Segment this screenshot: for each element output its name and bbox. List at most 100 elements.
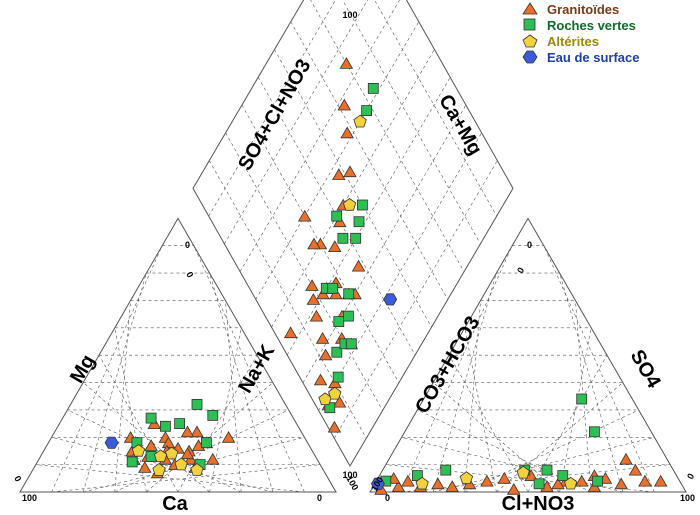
anion-point-granitoides [401, 474, 415, 487]
anion-point-granitoides [614, 477, 628, 490]
diamond-gridline [257, 77, 416, 356]
diamond-point-roches-vertes [342, 310, 354, 322]
cation-triangle-gridline [83, 382, 210, 493]
diamond-point-roches-vertes [353, 216, 365, 228]
cation-triangle-gridline [209, 272, 274, 493]
diamond-point-granitoides [343, 165, 357, 178]
cation-point-alterites [174, 457, 188, 471]
diamond-gridline [342, 0, 481, 245]
anion-triangle-gridline [496, 382, 623, 493]
cation-point-alterites [190, 463, 204, 476]
cation-point-granitoides [221, 430, 236, 443]
cation-tick-bottom-right: 0 [317, 493, 322, 503]
cation-point-alterites [131, 444, 146, 457]
legend-label-alterites: Altérites [547, 34, 599, 49]
cation-triangle-gridline [83, 436, 305, 493]
diamond-point-roches-vertes [345, 338, 357, 350]
cation-triangle-gridline [146, 382, 273, 493]
cation-triangle-gridline [51, 245, 163, 493]
diamond-gridline [225, 132, 383, 411]
anion-point-eau-de-surface [370, 477, 385, 490]
legend-item-alterites: Altérites [522, 34, 599, 49]
anion-tick-bottom-left: 0 [385, 493, 390, 503]
cation-point-roches-vertes [145, 450, 157, 462]
diamond-point-roches-vertes [350, 232, 362, 244]
diamond-gridline [274, 49, 432, 328]
mark-layer [104, 57, 668, 495]
anion-point-alterites [516, 465, 530, 479]
legend-label-roches-vertes: Roches vertes [547, 18, 636, 33]
anion-triangle-gridline [559, 272, 624, 493]
anion-point-granitoides [507, 482, 521, 495]
cation-right-axis-label: Na+K [234, 341, 279, 397]
anion-bottom-axis-label: Cl+NO3 [502, 493, 575, 515]
cation-triangle-gridline [209, 327, 242, 493]
diamond-point-roches-vertes [361, 105, 373, 116]
cation-triangle-frame [19, 217, 337, 493]
anion-point-granitoides [628, 463, 643, 476]
diamond-point-granitoides [305, 279, 319, 291]
cation-point-alterites [152, 463, 166, 476]
anion-point-roches-vertes [440, 464, 452, 476]
diamond-point-alterites [342, 198, 357, 211]
anion-point-granitoides [480, 474, 494, 487]
cation-left-axis-label: Mg [66, 351, 99, 387]
diamond-point-roches-vertes [333, 316, 345, 328]
cation-point-granitoides [180, 425, 195, 438]
diamond-point-granitoides [297, 209, 312, 222]
diamond-point-granitoides [306, 293, 321, 305]
diamond-point-roches-vertes [356, 199, 368, 211]
anion-triangle-gridline [464, 409, 639, 493]
diamond-point-granitoides [328, 240, 342, 253]
diamond-point-granitoides [327, 420, 342, 433]
diamond-upper-right-axis-label: Ca+Mg [434, 91, 486, 159]
legend-item-eau-de-surface: Eau de surface [522, 50, 640, 65]
anion-right-axis-label: SO4 [626, 346, 666, 392]
diamond-point-granitoides [307, 237, 321, 250]
anion-point-granitoides [654, 474, 668, 487]
anion-point-granitoides [551, 477, 565, 490]
cation-point-roches-vertes [191, 398, 203, 410]
anion-triangle-gridline [559, 327, 592, 493]
cation-point-roches-vertes [207, 409, 219, 421]
diamond-gridline [374, 0, 497, 217]
anion-point-roches-vertes [576, 393, 588, 405]
anion-triangle-gridline [448, 355, 529, 493]
diamond-point-alterites [328, 386, 342, 400]
diamond-point-granitoides [337, 98, 352, 111]
legend-triangle-icon [522, 2, 538, 15]
diamond-point-granitoides [313, 373, 328, 386]
cation-bottom-axis-label: Ca [162, 493, 188, 515]
anion-triangle-frame [369, 217, 687, 493]
legend-item-granitoides: Granitoïdes [522, 2, 619, 17]
anion-triangle-gridline [433, 382, 560, 493]
diamond-point-granitoides [318, 348, 333, 361]
diamond-tick-right: 0 [527, 240, 532, 250]
diamond-point-roches-vertes [331, 210, 343, 222]
cation-point-roches-vertes [159, 420, 171, 432]
cation-point-alterites [165, 446, 179, 460]
cation-point-granitoides [206, 452, 220, 465]
cation-triangle-gridline [225, 300, 242, 493]
diamond-tick-top: 100 [342, 10, 357, 20]
anion-left-axis-label: CO3+HCO3 [411, 313, 484, 418]
cation-point-eau-de-surface [104, 436, 119, 449]
diamond-point-granitoides [339, 57, 354, 69]
anion-point-granitoides [619, 452, 633, 465]
cation-point-granitoides [190, 425, 204, 438]
diamond-point-roches-vertes [343, 288, 355, 300]
cation-tick-top: 0 [184, 270, 195, 279]
anion-point-granitoides [445, 480, 459, 492]
diamond-point-roches-vertes [367, 83, 379, 94]
legend-square-icon [523, 18, 536, 31]
anion-tick-right-bottom: 0 [685, 472, 696, 481]
diamond-point-granitoides [332, 168, 346, 180]
diamond-point-granitoides [283, 326, 298, 339]
cation-triangle-gridline [67, 409, 242, 493]
anion-point-roches-vertes [557, 470, 569, 482]
cation-triangle-gridline [51, 464, 321, 493]
diamond-point-granitoides [332, 395, 347, 408]
anion-point-alterites [415, 476, 429, 490]
diamond-point-granitoides [351, 259, 366, 272]
cation-point-roches-vertes [200, 437, 212, 449]
